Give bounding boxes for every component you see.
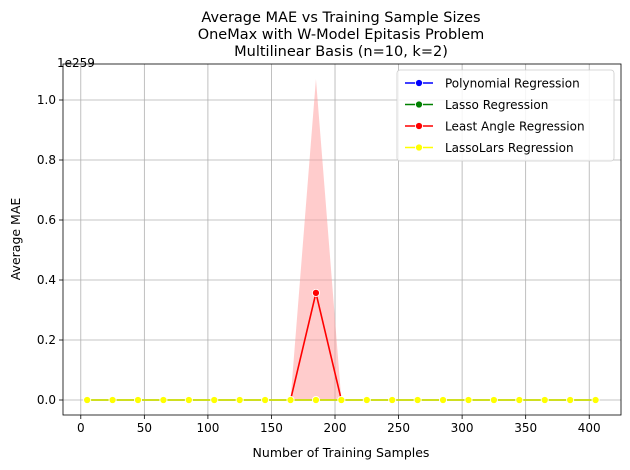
legend-marker [414, 121, 424, 131]
data-point [261, 395, 270, 405]
y-tick-label: 0.2 [37, 333, 56, 347]
x-tick-label: 100 [196, 421, 219, 435]
legend-label: LassoLars Regression [445, 141, 574, 155]
data-point [83, 395, 92, 405]
title-line-3: Multilinear Basis (n=10, k=2) [234, 44, 448, 60]
data-point [388, 395, 397, 405]
legend-label: Least Angle Regression [445, 120, 585, 134]
data-point [235, 395, 244, 405]
data-point [591, 395, 600, 405]
title-line-2: OneMax with W-Model Epitasis Problem [198, 27, 485, 43]
data-point [108, 395, 117, 405]
series-lines [83, 288, 600, 405]
data-point [337, 395, 346, 405]
data-point [489, 395, 498, 405]
y-tick-label: 0.6 [37, 213, 56, 227]
y-tick-label: 0.8 [37, 153, 56, 167]
x-tick-label: 150 [260, 421, 283, 435]
data-point [362, 395, 371, 405]
y-offset-label: 1e259 [57, 56, 95, 70]
data-point [540, 395, 549, 405]
data-point [439, 395, 448, 405]
confidence-band [290, 79, 342, 400]
x-tick-label: 50 [137, 421, 152, 435]
data-point [286, 395, 295, 405]
y-tick-label: 0.0 [37, 393, 56, 407]
data-point [311, 288, 320, 297]
legend: Polynomial Regression Lasso Regression Lea… [396, 69, 615, 162]
y-tick-label: 0.4 [37, 273, 56, 287]
x-tick-label: 200 [324, 421, 347, 435]
x-tick-label: 250 [387, 421, 410, 435]
legend-label: Lasso Regression [445, 98, 548, 112]
data-point [311, 395, 320, 405]
data-point [413, 395, 422, 405]
x-tick-label: 300 [451, 421, 474, 435]
data-point [464, 395, 473, 405]
data-point [515, 395, 524, 405]
legend-marker [414, 78, 424, 88]
legend-box [396, 69, 615, 162]
x-tick-label: 0 [77, 421, 85, 435]
legend-items: Polynomial Regression Lasso Regression Lea… [405, 77, 585, 155]
legend-label: Polynomial Regression [445, 77, 580, 91]
data-point [159, 395, 168, 405]
y-axis-label: Average MAE [8, 198, 23, 281]
legend-marker [414, 143, 424, 152]
data-point [184, 395, 193, 405]
y-axis-ticks: 0.0 0.2 0.4 0.6 0.8 1.0 [37, 93, 63, 407]
title-line-1: Average MAE vs Training Sample Sizes [201, 10, 480, 26]
data-point [133, 395, 143, 405]
confidence-bands [290, 79, 342, 400]
x-tick-label: 400 [578, 421, 601, 435]
x-tick-label: 350 [514, 421, 537, 435]
x-axis-label: Number of Training Samples [253, 445, 430, 460]
plot-frame [62, 63, 622, 416]
data-point [566, 395, 575, 405]
data-point [210, 395, 219, 405]
legend-marker [414, 100, 424, 109]
y-tick-label: 1.0 [37, 93, 56, 107]
chart-title: Average MAE vs Training Sample Sizes One… [198, 10, 485, 60]
x-axis-ticks: 0 50 100 150 200 250 300 350 400 [77, 415, 601, 435]
